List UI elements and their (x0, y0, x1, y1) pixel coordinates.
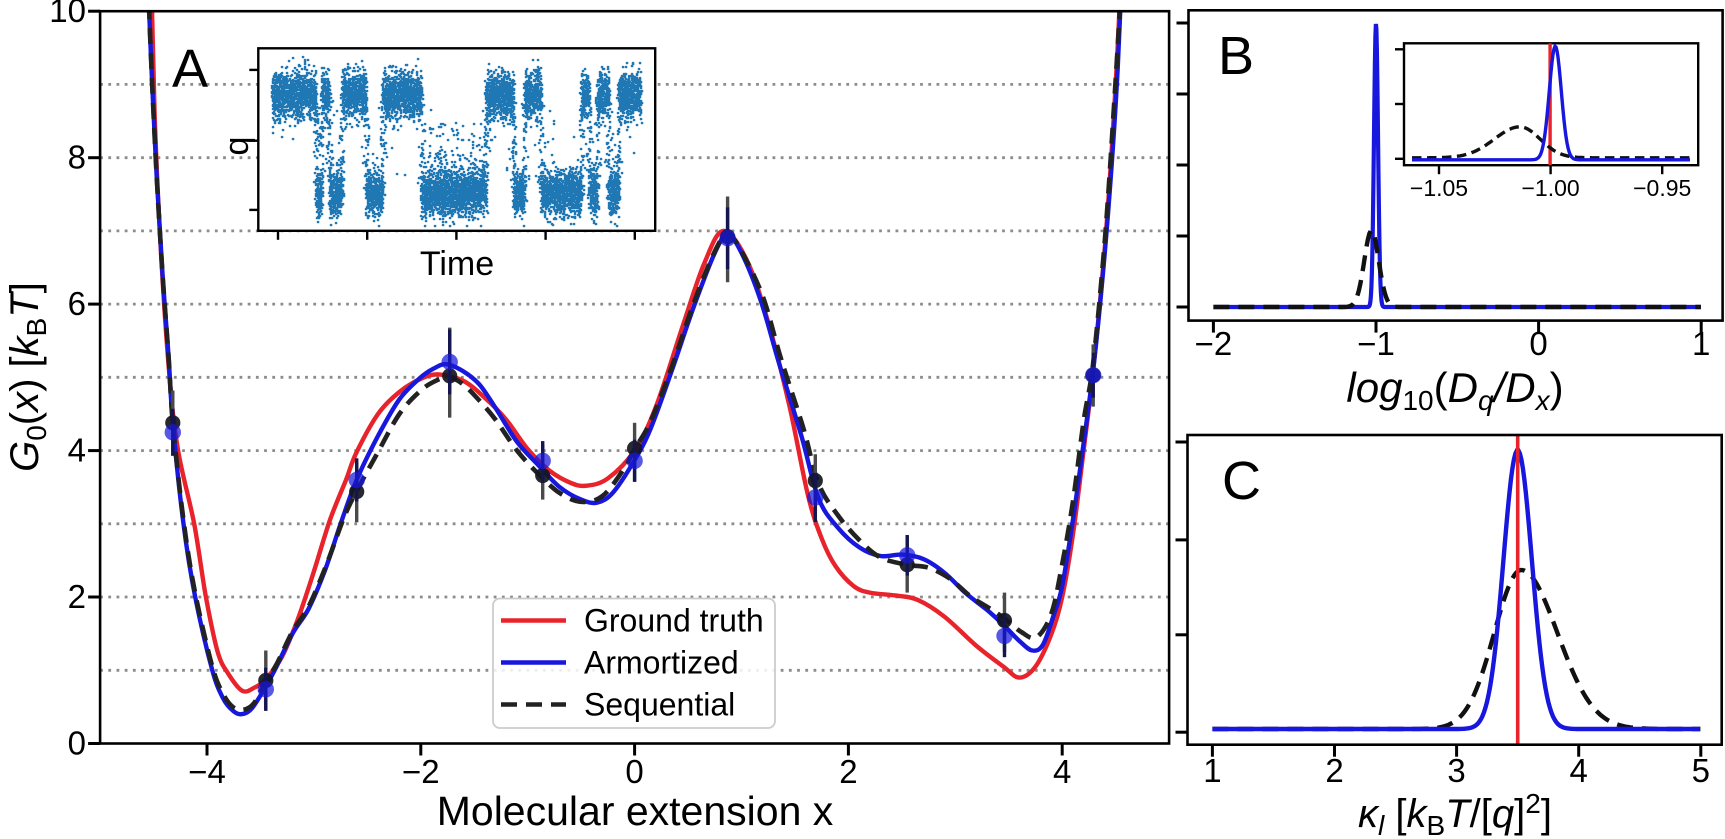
svg-text:Ground truth: Ground truth (584, 603, 764, 639)
svg-text:1: 1 (1203, 752, 1221, 789)
svg-text:−2: −2 (1195, 325, 1233, 362)
svg-text:4: 4 (1053, 753, 1071, 790)
svg-text:Armortized: Armortized (584, 645, 739, 681)
svg-text:q: q (218, 137, 256, 156)
svg-text:−1: −1 (1357, 325, 1395, 362)
svg-text:Molecular extension x: Molecular extension x (437, 788, 834, 834)
svg-text:Sequential: Sequential (584, 687, 735, 723)
svg-text:2: 2 (68, 578, 86, 615)
svg-text:G0(x) [kBT]: G0(x) [kBT] (3, 282, 52, 472)
svg-text:3: 3 (1447, 752, 1465, 789)
svg-text:10: 10 (49, 0, 86, 29)
svg-text:5: 5 (1692, 752, 1710, 789)
svg-text:0: 0 (1529, 325, 1547, 362)
svg-text:0: 0 (625, 753, 643, 790)
svg-text:log10(Dq/Dx): log10(Dq/Dx) (1346, 364, 1563, 416)
svg-text:−4: −4 (188, 753, 226, 790)
svg-text:4: 4 (68, 432, 86, 469)
svg-text:−1.05: −1.05 (1410, 175, 1468, 201)
svg-text:0: 0 (68, 725, 86, 762)
svg-text:6: 6 (68, 285, 86, 322)
svg-text:−0.95: −0.95 (1633, 175, 1691, 201)
svg-text:A: A (172, 39, 208, 99)
svg-text:8: 8 (68, 139, 86, 176)
svg-text:2: 2 (1325, 752, 1343, 789)
svg-text:4: 4 (1570, 752, 1588, 789)
svg-text:−2: −2 (402, 753, 440, 790)
svg-text:C: C (1222, 451, 1261, 511)
svg-text:2: 2 (839, 753, 857, 790)
svg-text:κl [kBT/[q]2]: κl [kBT/[q]2] (1358, 788, 1552, 839)
svg-text:B: B (1218, 26, 1254, 86)
svg-text:−1.00: −1.00 (1521, 175, 1579, 201)
svg-text:Time: Time (420, 245, 494, 283)
svg-text:1: 1 (1692, 325, 1710, 362)
